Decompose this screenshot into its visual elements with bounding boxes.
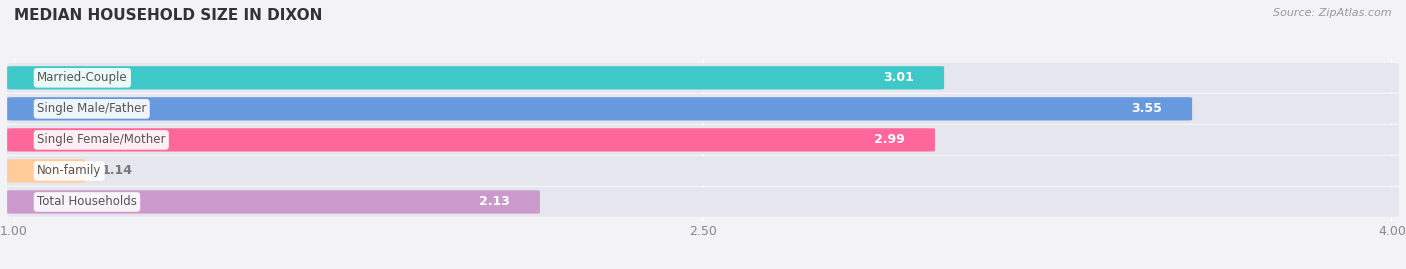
FancyBboxPatch shape	[7, 156, 1399, 186]
FancyBboxPatch shape	[7, 187, 1399, 217]
Text: Source: ZipAtlas.com: Source: ZipAtlas.com	[1274, 8, 1392, 18]
Text: MEDIAN HOUSEHOLD SIZE IN DIXON: MEDIAN HOUSEHOLD SIZE IN DIXON	[14, 8, 322, 23]
FancyBboxPatch shape	[7, 128, 935, 151]
FancyBboxPatch shape	[7, 63, 1399, 93]
Text: 1.14: 1.14	[101, 164, 132, 178]
Text: Single Male/Father: Single Male/Father	[37, 102, 146, 115]
FancyBboxPatch shape	[7, 159, 86, 183]
Text: 2.99: 2.99	[875, 133, 905, 146]
Text: Total Households: Total Households	[37, 196, 136, 208]
Text: 3.01: 3.01	[883, 71, 914, 84]
FancyBboxPatch shape	[7, 94, 1399, 123]
FancyBboxPatch shape	[7, 66, 945, 89]
FancyBboxPatch shape	[7, 125, 1399, 155]
Text: 2.13: 2.13	[479, 196, 510, 208]
FancyBboxPatch shape	[7, 97, 1192, 121]
Text: 3.55: 3.55	[1132, 102, 1163, 115]
Text: Non-family: Non-family	[37, 164, 101, 178]
Text: Single Female/Mother: Single Female/Mother	[37, 133, 166, 146]
Text: Married-Couple: Married-Couple	[37, 71, 128, 84]
FancyBboxPatch shape	[7, 190, 540, 214]
